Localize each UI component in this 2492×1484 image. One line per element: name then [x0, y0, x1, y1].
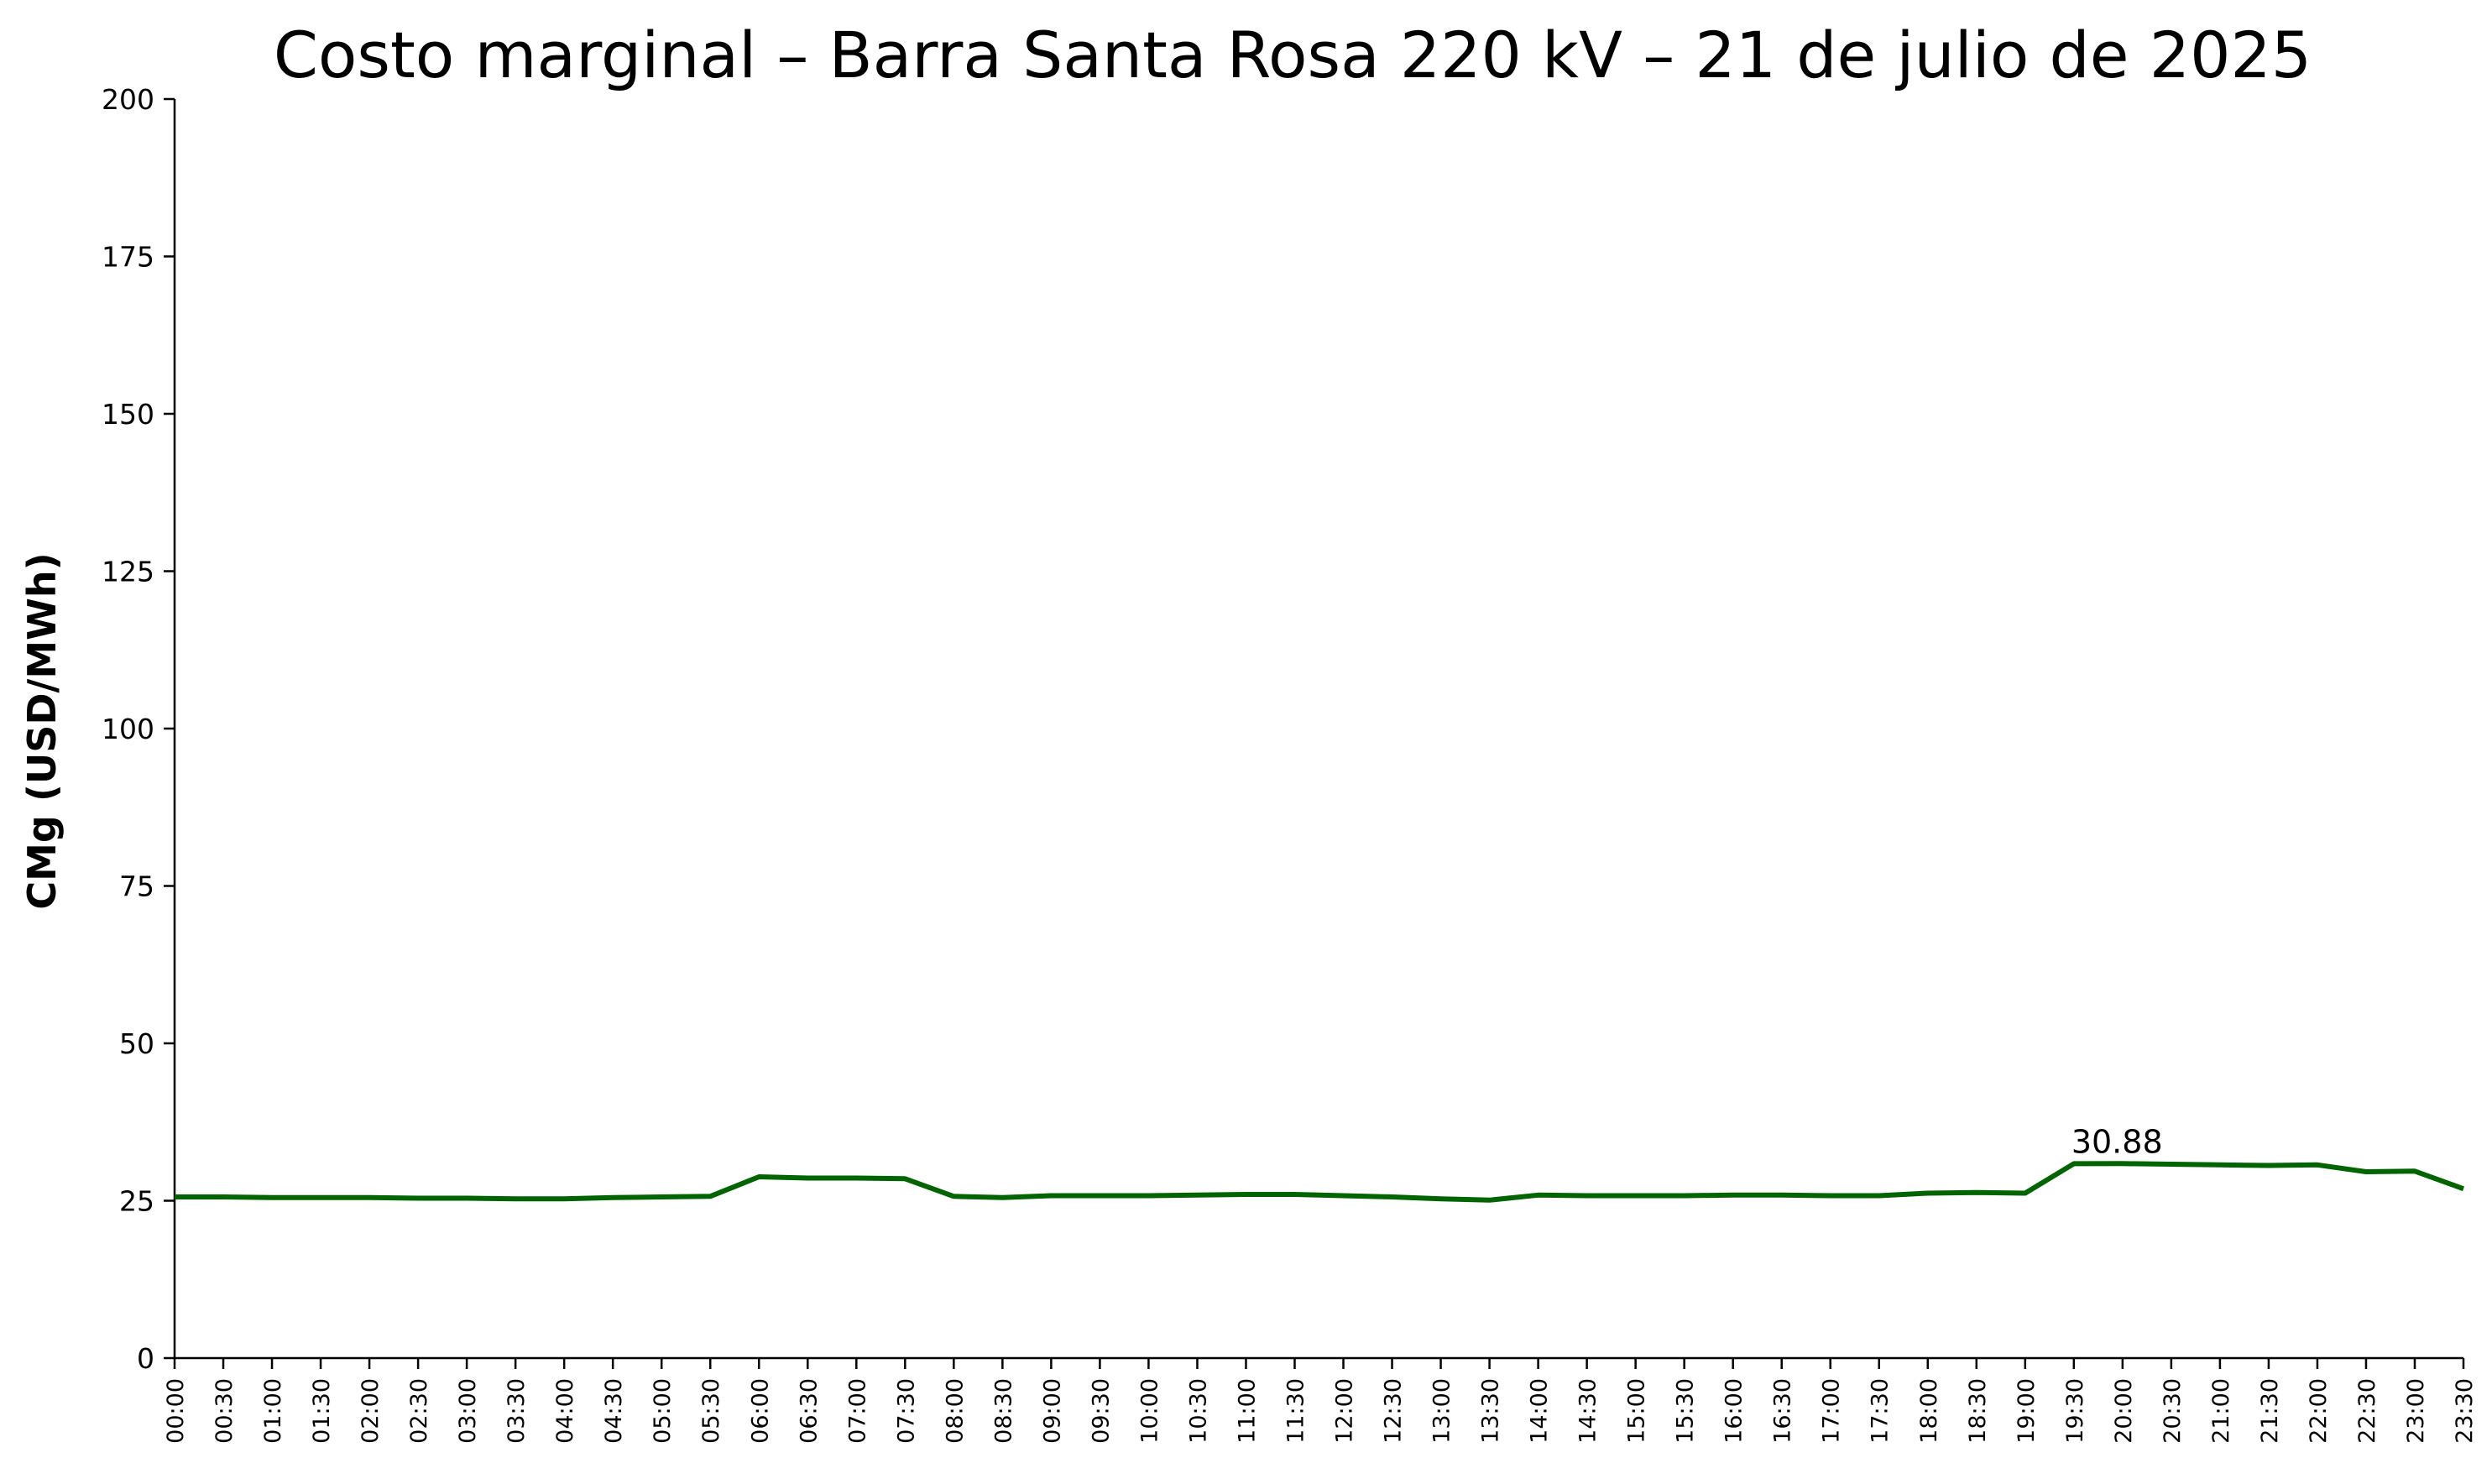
- y-tick-label: 150: [102, 398, 154, 431]
- x-tick-label: 17:30: [1868, 1378, 1894, 1444]
- x-tick-label: 07:30: [893, 1378, 919, 1444]
- x-tick-label: 03:30: [504, 1378, 530, 1444]
- x-tick-label: 20:00: [2111, 1378, 2137, 1444]
- x-tick-label: 07:00: [844, 1378, 870, 1444]
- x-tick-label: 21:30: [2257, 1378, 2283, 1444]
- x-tick-label: 19:00: [2014, 1378, 2040, 1444]
- x-tick-label: 02:30: [406, 1378, 432, 1444]
- x-tick-label: 08:30: [990, 1378, 1016, 1444]
- x-tick-label: 00:30: [212, 1378, 238, 1444]
- x-tick-label: 15:00: [1624, 1378, 1650, 1444]
- x-tick-label: 10:00: [1136, 1378, 1162, 1444]
- x-tick-label: 18:30: [1965, 1378, 1991, 1444]
- y-tick-label: 75: [119, 870, 154, 903]
- x-tick-label: 05:30: [698, 1378, 724, 1444]
- x-tick-label: 22:00: [2306, 1378, 2332, 1444]
- x-tick-label: 08:00: [942, 1378, 968, 1444]
- plot-area: 0 25 50 75 100 125 150 175 200 00:00 00:30 01:00 01:…: [102, 83, 2478, 1444]
- x-tick-label: 12:00: [1332, 1378, 1358, 1444]
- x-tick-label: 23:00: [2403, 1378, 2429, 1444]
- x-tick-label: 04:00: [552, 1378, 578, 1444]
- x-tick-label: 11:00: [1234, 1378, 1260, 1444]
- x-tick-label: 22:30: [2354, 1378, 2380, 1444]
- x-tick-label: 14:30: [1575, 1378, 1601, 1444]
- y-tick-label: 0: [137, 1342, 154, 1375]
- y-tick-label: 50: [119, 1027, 154, 1060]
- x-tick-label: 00:00: [163, 1378, 189, 1444]
- max-value-annotation: 30.88: [2071, 1123, 2163, 1160]
- x-tick-label: 14:00: [1527, 1378, 1553, 1444]
- y-tick-label: 100: [102, 713, 154, 745]
- y-axis-label: CMg (USD/MWh): [19, 552, 65, 909]
- x-tick-label: 09:30: [1088, 1378, 1114, 1444]
- x-tick-label: 09:00: [1039, 1378, 1065, 1444]
- x-tick-label: 03:00: [455, 1378, 481, 1444]
- x-tick-label: 16:00: [1721, 1378, 1748, 1444]
- x-tick-label: 11:30: [1283, 1378, 1309, 1444]
- x-tick-label: 23:30: [2452, 1378, 2478, 1444]
- x-tick-label: 19:30: [2062, 1378, 2088, 1444]
- x-tick-label: 13:30: [1478, 1378, 1504, 1444]
- x-tick-label: 15:30: [1673, 1378, 1699, 1444]
- x-tick-label: 18:00: [1916, 1378, 1942, 1444]
- y-tick-label: 200: [102, 83, 154, 116]
- x-tick-label: 20:30: [2160, 1378, 2186, 1444]
- x-tick-label: 01:30: [309, 1378, 335, 1444]
- x-tick-label: 06:00: [747, 1378, 773, 1444]
- x-tick-label: 06:30: [796, 1378, 822, 1444]
- x-tick-label: 12:30: [1381, 1378, 1407, 1444]
- x-tick-label: 01:00: [260, 1378, 286, 1444]
- chart-title: Costo marginal – Barra Santa Rosa 220 kV…: [274, 18, 2312, 92]
- y-tick-label: 175: [102, 241, 154, 274]
- y-tick-label: 125: [102, 556, 154, 588]
- y-tick-label: 25: [119, 1185, 154, 1218]
- x-tick-label: 04:30: [601, 1378, 627, 1444]
- x-tick-label: 10:30: [1185, 1378, 1211, 1444]
- x-tick-label: 16:30: [1770, 1378, 1796, 1444]
- x-tick-label: 21:00: [2208, 1378, 2234, 1444]
- x-tick-label: 05:00: [650, 1378, 676, 1444]
- series-line: [175, 1161, 2465, 1203]
- x-tick-label: 13:00: [1429, 1378, 1455, 1444]
- x-tick-label: 17:00: [1819, 1378, 1845, 1444]
- x-tick-label: 02:00: [358, 1378, 384, 1444]
